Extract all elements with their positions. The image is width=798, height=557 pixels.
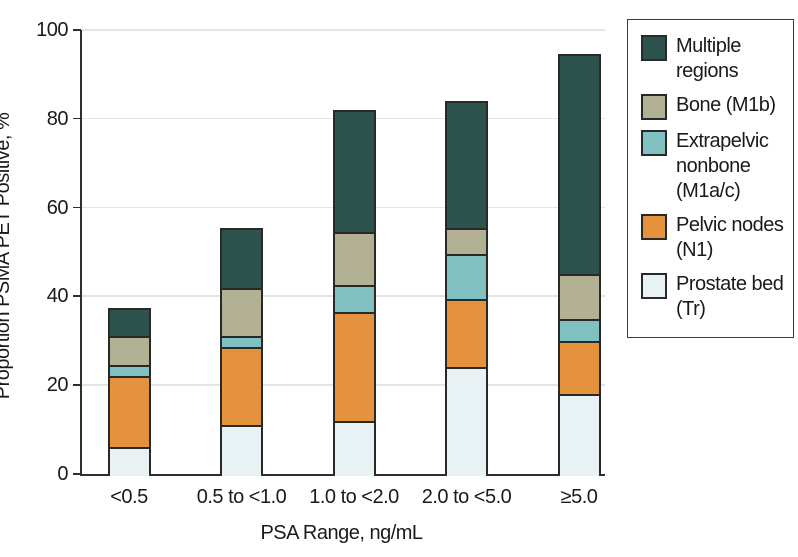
bar-segment [447,103,486,230]
bar-segment [334,234,374,288]
legend-swatch [641,130,667,156]
x-tick-label: 0.5 to <1.0 [196,486,287,508]
legend-swatch [641,273,667,299]
bar-segment [109,309,149,339]
legend-swatch [641,94,667,120]
x-tick-label: <0.5 [110,486,148,508]
stacked-bar [220,227,263,476]
bar-segment [559,276,599,321]
bar-segment [222,338,261,350]
legend-label: Prostate bed (Tr) [676,273,784,320]
x-axis-title: PSA Range, ng/mL [260,522,423,544]
legend-swatch [641,35,667,61]
stacked-bar [332,109,376,476]
y-tick [73,295,81,297]
y-gridline [82,29,605,31]
stacked-bar [107,307,151,476]
x-tick-label: 2.0 to <5.0 [421,486,512,508]
x-tick-label: 1.0 to <2.0 [309,486,399,508]
y-tick-label: 60 [46,196,69,219]
y-tick [73,29,81,31]
bar-segment [109,338,149,368]
bar-segment [109,378,149,450]
legend-label: Multiple regions [676,35,741,82]
bar-segment [447,300,486,370]
bar-segment [334,111,374,235]
y-tick-label: 20 [46,374,69,397]
y-tick [73,206,81,209]
plot-area: 0 20 40 60 80 100 <0.5 0.5 to <1.0 1.0 to <2.0 2.… [36,19,605,508]
bar-segment [559,342,599,397]
bar-segment [334,313,374,423]
legend-item: Extrapelvic nonbone (M1a/c) [641,130,793,204]
bar-segment [447,369,486,476]
bar-segment [109,367,149,379]
y-axis-title: Proportion PSMA PET Positive, % [0,113,14,400]
bar-segment [447,256,486,301]
bar-segment [559,320,599,343]
stacked-bar [445,101,488,476]
legend-item: Pelvic nodes (N1) [641,214,793,263]
legend-item: Prostate bed (Tr) [641,273,793,322]
legend-label: Pelvic nodes (N1) [676,214,784,261]
y-tick [73,117,81,120]
bar-segment [222,427,261,476]
bar-segment [222,349,261,428]
bar-segment [559,56,599,277]
x-tick-label: ≥5.0 [560,486,598,508]
y-tick-label: 80 [46,107,69,130]
y-tick-label: 100 [36,19,68,41]
bar-segment [447,229,486,257]
bar-segment [334,422,374,476]
bar-segment [222,289,261,339]
bar-segment [109,449,149,476]
legend-item: Bone (M1b) [641,94,793,120]
bar-segment [334,287,374,314]
legend-item: Multiple regions [641,35,793,84]
bar-segment [222,229,261,290]
y-tick-label: 40 [46,285,69,308]
y-tick [73,384,81,386]
y-tick-label: 0 [57,463,68,485]
y-tick [73,473,81,475]
legend-label: Extrapelvic nonbone (M1a/c) [676,130,769,202]
bar-segment [559,396,599,476]
legend-label: Bone (M1b) [676,94,776,116]
stacked-bar [557,54,601,476]
legend-swatch [641,214,667,240]
legend: Multiple regions Bone (M1b) Extrapelvic no… [627,19,794,338]
